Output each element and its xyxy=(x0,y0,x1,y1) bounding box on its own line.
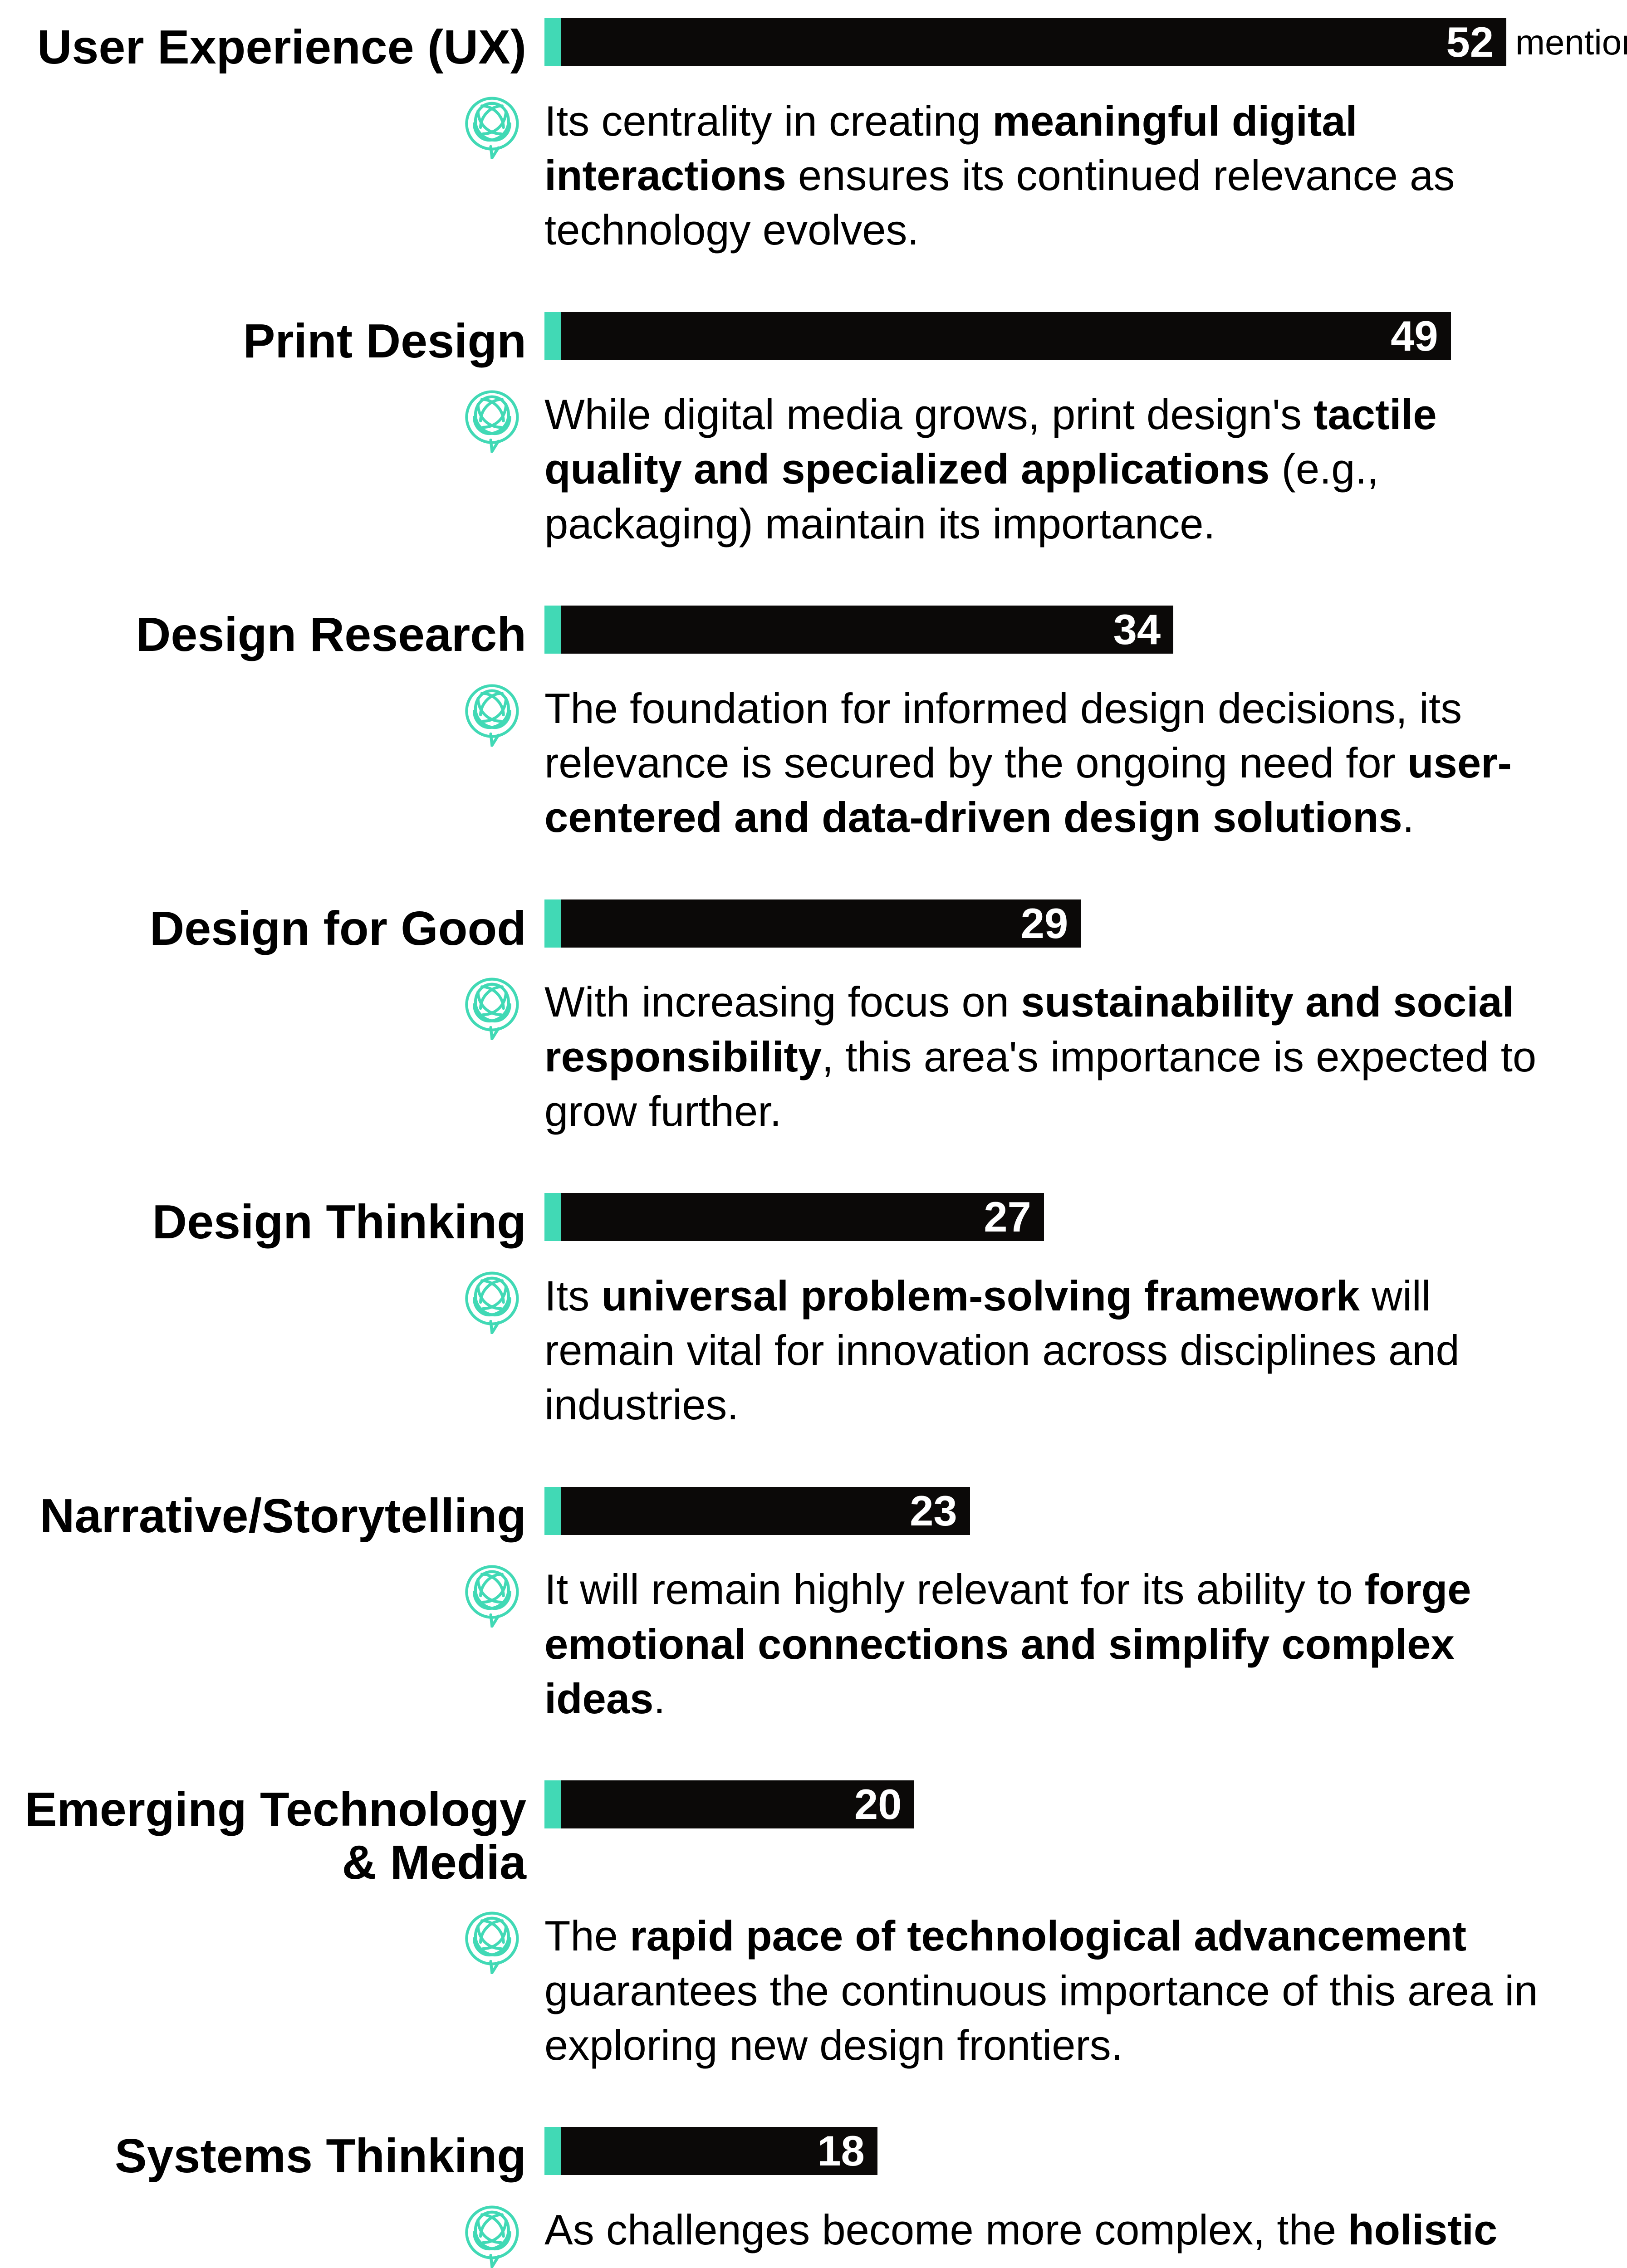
chatgpt-icon xyxy=(463,1911,526,1974)
bar-accent xyxy=(544,1193,561,1241)
chart-item: Design for Good 29 With increasing focus … xyxy=(18,899,1600,1139)
chart-item: Design Research 34 The foundation for inf… xyxy=(18,606,1600,845)
bar: 27 xyxy=(544,1193,1044,1241)
item-description: The foundation for informed design decis… xyxy=(544,681,1543,845)
chatgpt-icon xyxy=(463,389,526,453)
category-label: Design for Good xyxy=(18,899,526,955)
bar: 20 xyxy=(544,1780,914,1828)
bar-value: 27 xyxy=(561,1193,1044,1241)
chatgpt-icon xyxy=(463,2204,526,2268)
category-label: Design Research xyxy=(18,606,526,661)
bar-accent xyxy=(544,1487,561,1535)
item-description: It will remain highly relevant for its a… xyxy=(544,1562,1543,1726)
bar: 52 xyxy=(544,18,1506,66)
item-description: Its universal problem-solving framework … xyxy=(544,1269,1543,1432)
chatgpt-icon xyxy=(463,683,526,747)
category-label: User Experience (UX) xyxy=(18,18,526,74)
mentions-suffix: mentions xyxy=(1515,22,1627,63)
item-description: Its centrality in creating meaningful di… xyxy=(544,94,1543,258)
bar: 18 xyxy=(544,2127,877,2175)
bar-accent xyxy=(544,1780,561,1828)
category-label: Narrative/Storytelling xyxy=(18,1487,526,1543)
bar-value: 20 xyxy=(561,1780,914,1828)
chatgpt-icon xyxy=(463,1271,526,1334)
bar-accent xyxy=(544,18,561,66)
chatgpt-icon xyxy=(463,977,526,1040)
chatgpt-icon xyxy=(463,1564,526,1628)
bar-value: 34 xyxy=(561,606,1173,654)
chart-item: User Experience (UX)52mentions Its centr… xyxy=(18,18,1600,258)
item-description: With increasing focus on sustainability … xyxy=(544,975,1543,1139)
bar-accent xyxy=(544,606,561,654)
bar-accent xyxy=(544,312,561,360)
chart-item: Narrative/Storytelling 23 It will remain … xyxy=(18,1487,1600,1726)
category-label: Emerging Technology & Media xyxy=(18,1780,526,1889)
bar-value: 49 xyxy=(561,312,1451,360)
bar-value: 52 xyxy=(561,18,1506,66)
chart-item: Emerging Technology & Media 20 The rapid … xyxy=(18,1780,1600,2072)
item-description: The rapid pace of technological advancem… xyxy=(544,1909,1543,2072)
bar: 23 xyxy=(544,1487,970,1535)
bar-chart: User Experience (UX)52mentions Its centr… xyxy=(18,18,1600,2268)
category-label: Systems Thinking xyxy=(18,2127,526,2183)
chart-item: Systems Thinking 18 As challenges become … xyxy=(18,2127,1600,2268)
chart-item: Print Design 49 While digital media grows… xyxy=(18,312,1600,552)
bar: 34 xyxy=(544,606,1173,654)
bar: 49 xyxy=(544,312,1451,360)
bar: 29 xyxy=(544,899,1081,948)
category-label: Design Thinking xyxy=(18,1193,526,1249)
item-description: While digital media grows, print design'… xyxy=(544,387,1543,551)
bar-value: 23 xyxy=(561,1487,970,1535)
bar-accent xyxy=(544,899,561,948)
item-description: As challenges become more complex, the h… xyxy=(544,2203,1543,2268)
category-label: Print Design xyxy=(18,312,526,368)
bar-value: 18 xyxy=(561,2127,877,2175)
bar-value: 29 xyxy=(561,899,1081,948)
chart-item: Design Thinking 27 Its universal problem-… xyxy=(18,1193,1600,1432)
bar-accent xyxy=(544,2127,561,2175)
chatgpt-icon xyxy=(463,96,526,159)
